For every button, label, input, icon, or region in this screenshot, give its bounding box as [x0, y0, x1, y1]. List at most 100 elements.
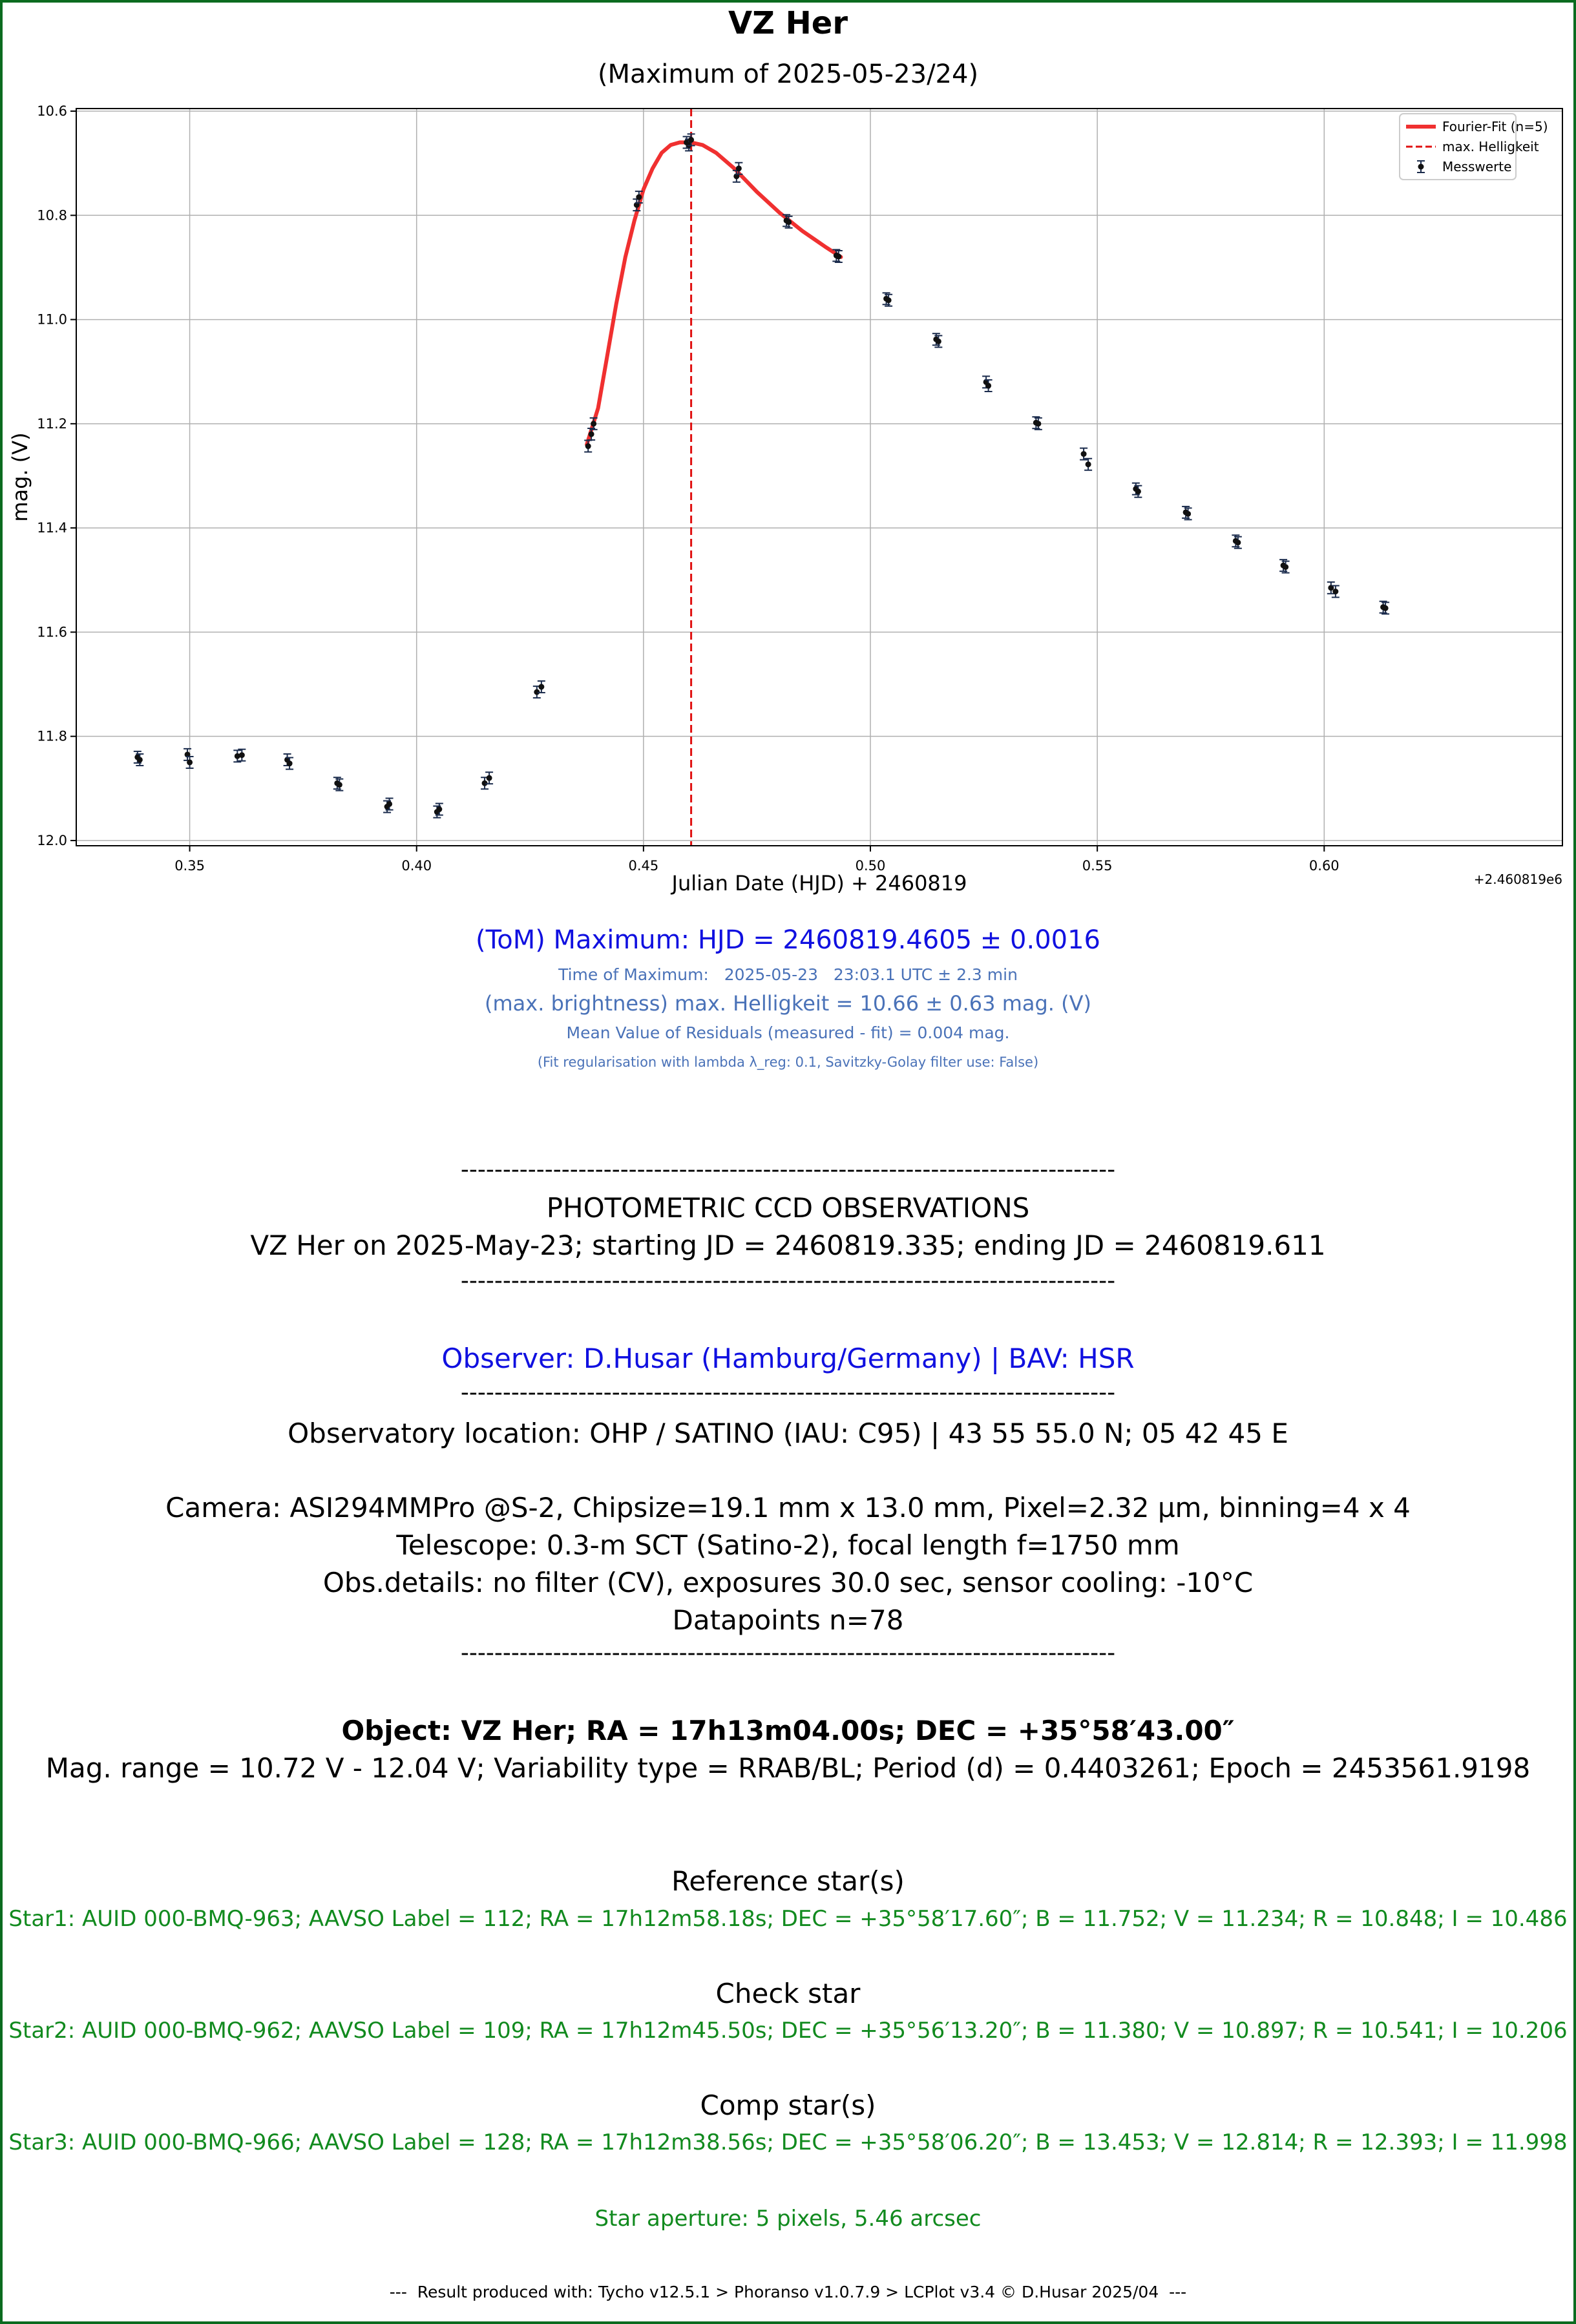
data-point [784, 215, 793, 229]
data-point [286, 757, 294, 770]
data-point [335, 778, 344, 791]
x-tick-label: 0.50 [856, 858, 886, 874]
point-marker [1185, 510, 1192, 517]
telescope: Telescope: 0.3-m SCT (Satino-2), focal l… [396, 1529, 1180, 1561]
datapoints: Datapoints n=78 [672, 1604, 904, 1636]
observations-heading: PHOTOMETRIC CCD OBSERVATIONS [546, 1192, 1030, 1224]
data-point [885, 293, 893, 307]
reference-heading: Reference star(s) [671, 1865, 905, 1897]
legend-messwerte-label: Messwerte [1442, 159, 1511, 174]
point-marker [436, 806, 443, 813]
legend-marker [1418, 163, 1424, 170]
data-point [834, 250, 843, 264]
point-marker [538, 684, 545, 690]
point-marker [386, 801, 393, 807]
legend: Fourier-Fit (n=5) max. Helligkeit Messwe… [1399, 113, 1548, 180]
time-of-maximum: Time of Maximum: 2025-05-23 23:03.1 UTC … [558, 965, 1018, 984]
divider-3: ----------------------------------------… [460, 1379, 1116, 1406]
data-point [584, 439, 593, 453]
divider-4: ----------------------------------------… [460, 1640, 1116, 1666]
point-marker [234, 753, 240, 759]
star-aperture: Star aperture: 5 pixels, 5.46 arcsec [594, 2206, 982, 2232]
divider-1: ----------------------------------------… [460, 1157, 1116, 1183]
data-point [1234, 536, 1242, 549]
legend-errorbar-swatch [1417, 160, 1425, 173]
comp-star: Star3: AUID 000-BMQ-966; AAVSO Label = 1… [8, 2130, 1568, 2155]
x-tick-label: 0.40 [401, 858, 432, 874]
footer: --- Result produced with: Tycho v12.5.1 … [389, 2283, 1187, 2301]
x-tick-label: 0.60 [1309, 858, 1340, 874]
data-point [238, 748, 246, 762]
point-marker [735, 165, 742, 172]
y-tick-label: 12.0 [37, 833, 67, 848]
y-tick-label: 10.6 [37, 103, 67, 119]
fourier-fit-curve [585, 140, 843, 447]
data-point [735, 162, 743, 175]
point-marker [985, 382, 992, 389]
data-point [532, 686, 541, 699]
ticks-layer: 0.35 0.40 0.45 0.50 0.55 0.60 10.6 10.8 11.0 11.2… [37, 103, 1339, 874]
data-point [1134, 485, 1142, 498]
plot-frame [76, 108, 1563, 846]
tom-maximum: (ToM) Maximum: HJD = 2460819.4605 ± 0.00… [475, 925, 1100, 955]
data-point [136, 753, 144, 766]
point-marker [286, 760, 293, 767]
point-marker [187, 759, 193, 766]
observation-span: VZ Her on 2025-May-23; starting JD = 246… [250, 1230, 1326, 1261]
point-marker [1328, 585, 1334, 591]
y-tick-label: 11.2 [37, 416, 67, 432]
data-point [233, 749, 242, 763]
data-point [1084, 457, 1093, 471]
y-tick-label: 11.6 [37, 624, 67, 640]
point-marker [636, 194, 642, 200]
y-tick-label: 11.0 [37, 312, 67, 328]
point-marker [336, 782, 342, 788]
grid-layer [76, 109, 1562, 846]
point-marker [486, 775, 492, 781]
observatory-location: Observatory location: OHP / SATINO (IAU:… [288, 1418, 1288, 1449]
point-marker [136, 757, 143, 763]
point-marker [786, 219, 792, 225]
mean-residuals: Mean Value of Residuals (measured - fit)… [566, 1023, 1010, 1042]
point-marker [1135, 488, 1141, 495]
data-point [185, 755, 194, 769]
data-point [1281, 560, 1290, 574]
point-marker [688, 136, 695, 143]
data-point [1034, 417, 1042, 430]
data-point [537, 680, 545, 694]
data-point [635, 191, 643, 204]
point-marker [835, 253, 842, 260]
data-point [1184, 507, 1192, 521]
max-brightness: (max. brightness) max. Helligkeit = 10.6… [485, 991, 1091, 1016]
fit-layer [585, 109, 843, 846]
chart-title: VZ Her [728, 5, 848, 41]
check-heading: Check star [715, 1978, 861, 2009]
point-marker [238, 752, 245, 759]
point-marker [1085, 461, 1091, 468]
data-point [435, 802, 443, 816]
point-marker [1283, 564, 1289, 571]
check-star: Star2: AUID 000-BMQ-962; AAVSO Label = 1… [8, 2018, 1568, 2044]
x-offset-label: +2.460819e6 [1474, 872, 1562, 887]
y-tick-label: 11.4 [37, 520, 67, 536]
data-point [1331, 585, 1340, 598]
data-point [984, 379, 993, 392]
fit-note: (Fit regularisation with lambda λ_reg: 0… [537, 1054, 1039, 1070]
divider-2: ----------------------------------------… [460, 1268, 1116, 1294]
data-point [589, 417, 598, 430]
reference-star: Star1: AUID 000-BMQ-963; AAVSO Label = 1… [8, 1906, 1568, 1932]
x-tick-label: 0.35 [174, 858, 205, 874]
data-point [385, 797, 394, 811]
x-tick-label: 0.45 [628, 858, 658, 874]
point-marker [1035, 421, 1042, 427]
point-marker [1332, 588, 1339, 594]
point-marker [885, 297, 892, 304]
data-point [485, 771, 494, 785]
y-axis-label: mag. (V) [8, 432, 32, 521]
point-marker [585, 443, 591, 450]
observer: Observer: D.Husar (Hamburg/Germany) | BA… [441, 1343, 1135, 1374]
point-marker [591, 421, 597, 427]
data-point [1327, 581, 1335, 594]
chart-subtitle: (Maximum of 2025-05-23/24) [597, 59, 979, 89]
